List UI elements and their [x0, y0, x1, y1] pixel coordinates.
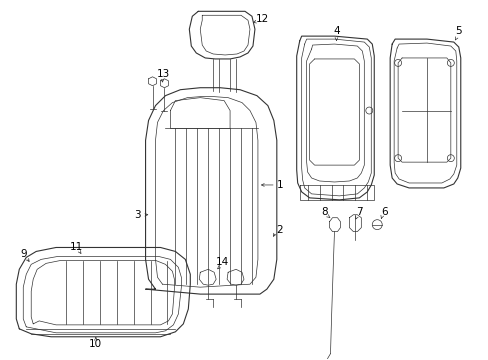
Text: 3: 3	[134, 210, 141, 220]
Text: 11: 11	[69, 243, 82, 252]
Text: 1: 1	[276, 180, 283, 190]
Text: 2: 2	[276, 225, 283, 235]
Text: 5: 5	[454, 26, 461, 36]
Text: 9: 9	[20, 249, 26, 260]
Text: 6: 6	[380, 207, 386, 217]
Text: 8: 8	[321, 207, 327, 217]
Text: 4: 4	[332, 26, 339, 36]
Text: 7: 7	[355, 207, 362, 217]
Text: 14: 14	[215, 257, 228, 267]
Text: 12: 12	[256, 14, 269, 24]
Text: 10: 10	[89, 339, 102, 349]
Text: 13: 13	[157, 69, 170, 79]
